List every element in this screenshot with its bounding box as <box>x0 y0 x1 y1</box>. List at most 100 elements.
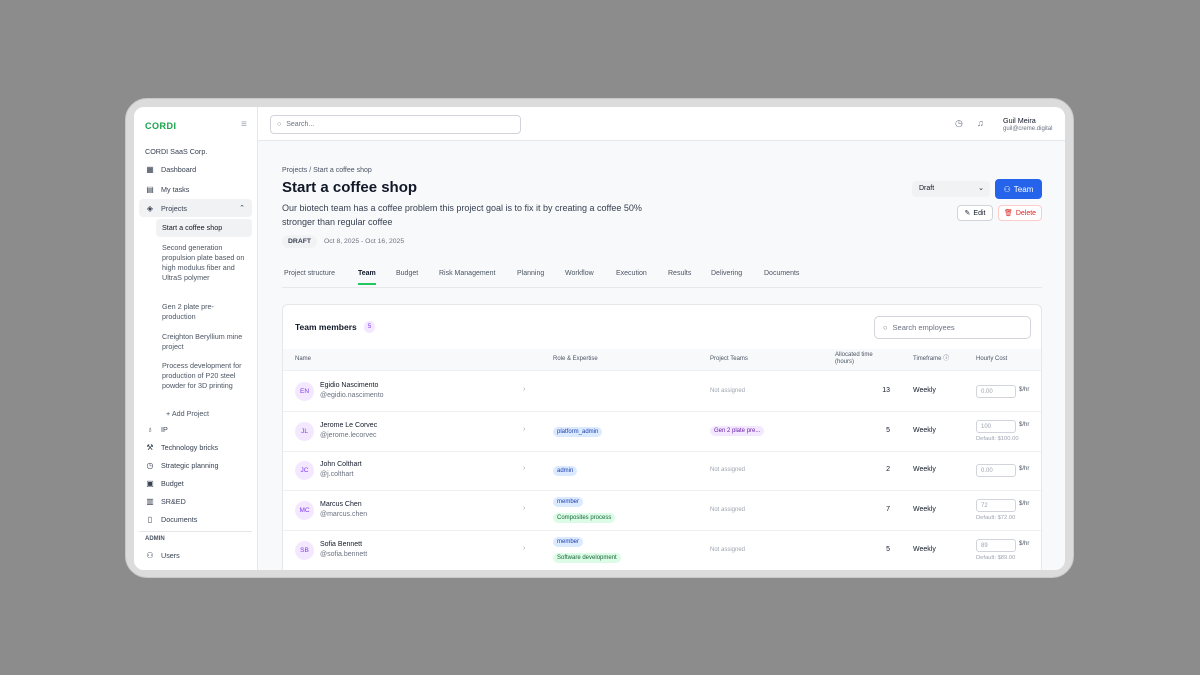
project-item[interactable]: Process development for production of P2… <box>162 361 242 390</box>
lightbulb-icon: ♁ <box>147 424 153 434</box>
tab-delivering[interactable]: Delivering <box>711 270 743 277</box>
search-icon: ○ <box>883 323 888 332</box>
project-team: Not assigned <box>710 388 746 394</box>
timeframe: Weekly <box>913 387 936 394</box>
hourly-cost-input[interactable]: 72 <box>976 499 1016 513</box>
tab-documents[interactable]: Documents <box>764 270 800 277</box>
global-search-input[interactable]: ○ Search... <box>270 115 521 134</box>
add-project-button[interactable]: + Add Project <box>160 407 256 421</box>
allocated-hours: 2 <box>886 466 890 474</box>
edit-button[interactable]: ✎ Edit <box>957 205 993 221</box>
label: Strategic planning <box>161 460 219 470</box>
tab-execution[interactable]: Execution <box>616 270 647 277</box>
tab-risk-management[interactable]: Risk Management <box>439 270 496 277</box>
placeholder: Search employees <box>892 323 955 332</box>
timeframe: Weekly <box>913 545 936 553</box>
label: Team <box>1013 184 1034 194</box>
member-username: @j.colthart <box>320 471 354 479</box>
chevron-right-icon[interactable]: › <box>523 386 526 393</box>
chevron-right-icon[interactable]: › <box>523 425 526 433</box>
member-username: @jerome.lecorvec <box>320 431 377 439</box>
status-select[interactable]: Draft ⌄ <box>912 181 990 197</box>
sidebar-item-sred[interactable]: ▥ SR&ED <box>139 492 252 510</box>
sidebar-item-my-tasks[interactable]: ▤ My tasks <box>139 180 252 198</box>
plus-icon: + <box>166 409 172 418</box>
default-cost: Default: $100.00 <box>976 435 1019 442</box>
tab-bar: Project structure Team Budget Risk Manag… <box>282 266 1042 288</box>
allocated-hours: 7 <box>886 506 890 514</box>
table-row[interactable]: MC Marcus Chen @marcus.chen › member Compo… <box>283 491 1041 532</box>
sidebar-item-ip[interactable]: ♁ IP <box>139 420 252 438</box>
label: Technology bricks <box>161 442 219 452</box>
project-item[interactable]: Start a coffee shop <box>156 219 252 237</box>
sidebar-item-users[interactable]: ⚇ Users <box>139 546 252 564</box>
tab-planning[interactable]: Planning <box>517 270 545 277</box>
label: Users <box>161 550 180 560</box>
sidebar-item-technology-bricks[interactable]: ⚒ Technology bricks <box>139 438 252 456</box>
project-team: Not assigned <box>710 507 746 514</box>
tab-workflow[interactable]: Workflow <box>565 270 594 277</box>
date-range: Oct 8, 2025 - Oct 16, 2025 <box>324 238 405 245</box>
hourly-cost-input[interactable]: 0.00 <box>976 464 1016 478</box>
member-name: Jerome Le Corvec <box>320 421 378 429</box>
team-button[interactable]: ⚇ Team <box>995 179 1042 199</box>
employee-search-input[interactable]: ○ Search employees <box>874 316 1031 339</box>
project-item[interactable]: Second generation propulsion plate based… <box>162 243 245 282</box>
sidebar: CORDI ≡ CORDI SaaS Corp. ▦ Dashboard ▤ My … <box>134 107 258 570</box>
help-icon[interactable]: ⓘ <box>943 356 950 362</box>
bell-icon[interactable]: ♫ <box>977 118 984 128</box>
app-window: CORDI ≡ CORDI SaaS Corp. ▦ Dashboard ▤ My … <box>134 107 1065 570</box>
chevron-right-icon[interactable]: › <box>523 544 526 552</box>
breadcrumb-projects[interactable]: Projects <box>282 167 308 174</box>
delete-button[interactable]: 🗑 Delete <box>998 205 1042 221</box>
top-bar: ○ Search... ◷ ♫ Guil Meira guil@creme.digi… <box>258 107 1065 141</box>
member-username: @marcus.chen <box>320 511 368 519</box>
tab-project-structure[interactable]: Project structure <box>284 270 335 277</box>
table-row[interactable]: JL Jerome Le Corvec @jerome.lecorvec › pl… <box>283 412 1041 452</box>
sidebar-item-dashboard[interactable]: ▦ Dashboard <box>139 160 252 178</box>
table-row[interactable]: EN Egidio Nascimento @egidio.nascimento … <box>283 372 1041 412</box>
avatar: SB <box>295 540 314 560</box>
allocated-hours: 5 <box>886 545 890 553</box>
selected-value: Draft <box>919 185 935 192</box>
avatar: MC <box>295 501 314 521</box>
unit-label: $/hr <box>1019 501 1030 508</box>
project-team: Not assigned <box>710 467 746 474</box>
wrench-icon: ⚒ <box>146 442 154 452</box>
table-header: Name Role & Expertise Project Teams Allo… <box>283 349 1041 371</box>
hourly-cost-input[interactable]: 100 <box>976 419 1016 433</box>
table-row[interactable]: JC John Colthart @j.colthart › admin Not a… <box>283 451 1041 492</box>
project-item[interactable]: Creighton Beryllium mine project <box>162 332 243 351</box>
tab-results[interactable]: Results <box>668 270 692 277</box>
edit-icon: ✎ <box>964 210 971 217</box>
team-members-card: Team members 5 ○ Search employees Name Ro… <box>282 304 1042 570</box>
sidebar-item-documents[interactable]: ▯ Documents <box>139 510 252 528</box>
project-team: Not assigned <box>710 546 746 553</box>
document-icon: ▯ <box>147 514 153 524</box>
tab-team[interactable]: Team <box>358 270 376 285</box>
user-email: guil@creme.digital <box>1003 126 1053 132</box>
sidebar-item-budget[interactable]: ▣ Budget <box>139 474 252 492</box>
member-name: John Colthart <box>320 461 362 469</box>
chevron-down-icon: ⌄ <box>978 185 984 192</box>
allocated-hours: 13 <box>882 387 890 394</box>
label: Timeframe <box>913 356 942 362</box>
project-item[interactable]: Gen 2 plate pre-production <box>162 302 214 321</box>
sidebar-item-strategic-planning[interactable]: ◷ Strategic planning <box>139 456 252 474</box>
chevron-right-icon[interactable]: › <box>523 465 526 473</box>
org-name: CORDI SaaS Corp. <box>145 147 208 156</box>
tab-budget[interactable]: Budget <box>396 270 419 277</box>
hourly-cost-input[interactable]: 89 <box>976 538 1016 552</box>
sidebar-item-projects[interactable]: ◈ Projects ⌃ <box>139 199 252 217</box>
hourly-cost-input[interactable]: 0.00 <box>976 385 1016 398</box>
menu-icon[interactable]: ≡ <box>241 119 247 130</box>
table-row[interactable]: SB Sofia Bennett @sofia.bennett › member S… <box>283 531 1041 570</box>
chevron-right-icon[interactable]: › <box>523 505 526 513</box>
expertise-badge: Software development <box>553 552 621 563</box>
history-icon[interactable]: ◷ <box>955 118 963 128</box>
card-title: Team members <box>295 322 357 332</box>
user-menu[interactable]: Guil Meira guil@creme.digital <box>1003 116 1052 134</box>
avatar: JC <box>295 461 314 481</box>
role-badge: member <box>553 497 584 508</box>
grid-icon: ▦ <box>146 164 154 174</box>
